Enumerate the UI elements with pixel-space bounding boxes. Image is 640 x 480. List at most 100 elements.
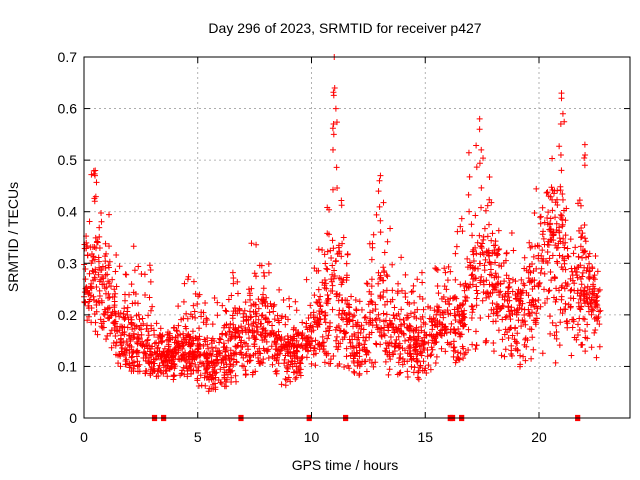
- data-point: [547, 228, 554, 235]
- data-point: [268, 343, 275, 350]
- data-point: [478, 204, 485, 211]
- data-point: [130, 243, 137, 250]
- data-point: [319, 247, 326, 254]
- data-point: [91, 256, 98, 263]
- data-point: [332, 326, 339, 333]
- data-point: [117, 339, 124, 346]
- data-point: [594, 293, 601, 300]
- data-point: [558, 95, 565, 102]
- data-point: [131, 362, 138, 369]
- data-point: [390, 312, 397, 319]
- data-point: [248, 285, 255, 292]
- data-point: [356, 342, 363, 349]
- data-point: [230, 350, 237, 357]
- data-point: [408, 289, 415, 296]
- data-point: [378, 325, 385, 332]
- data-point: [101, 311, 108, 318]
- data-point: [115, 360, 122, 367]
- data-point: [361, 314, 368, 321]
- data-point: [509, 288, 516, 295]
- data-point: [117, 332, 124, 339]
- x-tick-label: 20: [531, 429, 547, 445]
- data-point: [398, 321, 405, 328]
- data-point: [409, 327, 416, 334]
- data-point: [383, 272, 390, 279]
- data-point: [227, 360, 234, 367]
- data-point: [274, 352, 281, 359]
- data-point: [396, 370, 403, 377]
- data-point: [420, 306, 427, 313]
- data-point: [468, 303, 475, 310]
- data-point: [561, 306, 568, 313]
- data-point: [112, 342, 119, 349]
- data-point: [89, 267, 96, 274]
- data-point: [382, 348, 389, 355]
- data-point: [354, 336, 361, 343]
- data-point: [452, 316, 459, 323]
- data-point: [514, 330, 521, 337]
- data-point: [556, 143, 563, 150]
- data-point: [201, 374, 208, 381]
- data-point: [557, 121, 564, 128]
- data-point: [106, 280, 113, 287]
- data-point: [334, 346, 341, 353]
- data-point: [360, 334, 367, 341]
- data-point: [192, 290, 199, 297]
- data-point: [88, 319, 95, 326]
- data-point: [391, 304, 398, 311]
- data-point: [247, 296, 254, 303]
- data-point: [189, 353, 196, 360]
- data-point: [315, 267, 322, 274]
- data-point: [175, 303, 182, 310]
- data-point: [593, 354, 600, 361]
- data-point: [508, 307, 515, 314]
- data-point: [548, 184, 555, 191]
- data-point: [457, 281, 464, 288]
- data-point: [198, 313, 205, 320]
- data-point: [543, 189, 550, 196]
- data-point: [469, 341, 476, 348]
- data-point: [564, 245, 571, 252]
- data-point: [160, 358, 167, 365]
- data-point: [171, 372, 178, 379]
- data-point: [387, 356, 394, 363]
- data-point: [496, 292, 503, 299]
- data-point: [321, 349, 328, 356]
- data-point: [230, 280, 237, 287]
- data-point: [413, 324, 420, 331]
- data-point: [232, 343, 239, 350]
- data-point: [498, 352, 505, 359]
- data-point: [246, 357, 253, 364]
- data-point: [395, 280, 402, 287]
- data-point: [520, 280, 527, 287]
- data-point: [356, 347, 363, 354]
- data-point: [220, 340, 227, 347]
- data-point: [164, 362, 171, 369]
- data-point: [120, 310, 127, 317]
- data-point: [86, 289, 93, 296]
- data-point: [552, 359, 559, 366]
- data-point: [450, 338, 457, 345]
- data-point: [197, 372, 204, 379]
- data-point: [124, 360, 131, 367]
- data-point: [521, 311, 528, 318]
- data-point: [592, 253, 599, 260]
- data-point: [537, 214, 544, 221]
- data-point: [265, 346, 272, 353]
- data-point: [586, 260, 593, 267]
- data-point: [116, 263, 123, 270]
- data-point: [429, 337, 436, 344]
- data-point: [172, 351, 179, 358]
- data-point: [380, 327, 387, 334]
- data-point: [418, 352, 425, 359]
- data-point: [141, 350, 148, 357]
- data-point: [104, 271, 111, 278]
- data-point: [473, 142, 480, 149]
- chart-title: Day 296 of 2023, SRMTID for receiver p42…: [208, 20, 481, 36]
- data-point: [508, 347, 515, 354]
- data-point: [279, 313, 286, 320]
- data-point: [372, 340, 379, 347]
- data-point: [519, 287, 526, 294]
- data-point: [312, 337, 319, 344]
- data-point: [368, 283, 375, 290]
